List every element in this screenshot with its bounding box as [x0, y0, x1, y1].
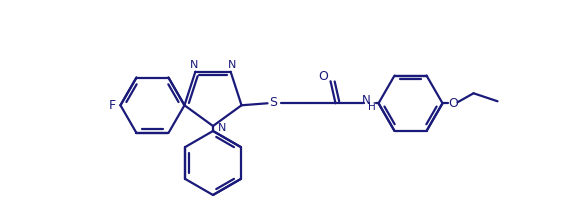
Text: H: H [368, 102, 375, 112]
Text: O: O [448, 97, 458, 110]
Text: S: S [270, 96, 278, 109]
Text: F: F [109, 99, 116, 112]
Text: N: N [227, 60, 236, 70]
Text: O: O [318, 70, 328, 83]
Text: N: N [218, 123, 226, 133]
Text: N: N [362, 94, 371, 107]
Text: N: N [190, 60, 198, 70]
